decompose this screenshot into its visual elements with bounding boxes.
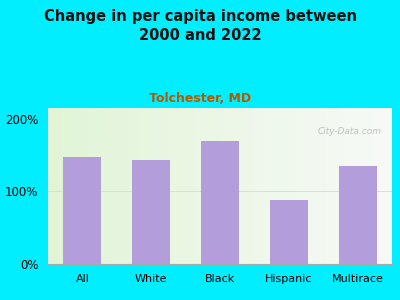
- Bar: [270, 200, 308, 264]
- Text: City-Data.com: City-Data.com: [318, 127, 382, 136]
- Text: Change in per capita income between
2000 and 2022: Change in per capita income between 2000…: [44, 9, 356, 43]
- Bar: [201, 141, 239, 264]
- Bar: [132, 160, 170, 264]
- Bar: [339, 166, 376, 264]
- Bar: [64, 157, 101, 264]
- Text: Tolchester, MD: Tolchester, MD: [149, 92, 251, 104]
